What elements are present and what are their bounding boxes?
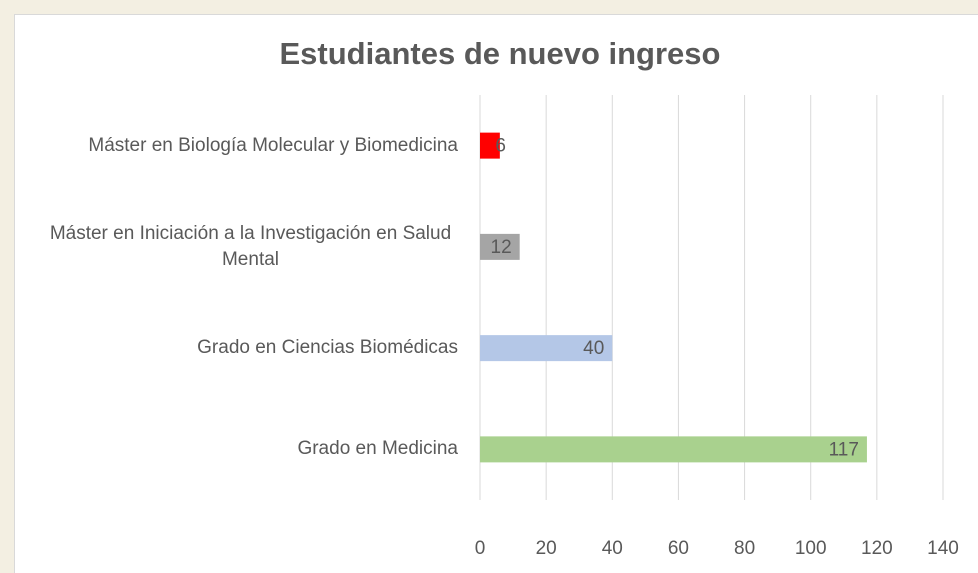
x-tick-label: 120: [861, 538, 893, 559]
chart-title: Estudiantes de nuevo ingreso: [280, 36, 721, 71]
x-tick-label: 20: [536, 538, 557, 559]
x-tick-label: 40: [602, 538, 623, 559]
data-label: 40: [583, 338, 604, 359]
x-tick-label: 60: [668, 538, 689, 559]
category-text: Máster en Iniciación a la Investigación …: [49, 222, 452, 270]
category-label: Grado en Medicina: [297, 436, 458, 462]
data-label: 117: [829, 439, 859, 460]
category-label: Máster en Biología Molecular y Biomedici…: [88, 133, 458, 159]
bar: [480, 233, 520, 260]
x-tick-label: 100: [795, 538, 827, 559]
category-text: Máster en Biología Molecular y Biomedici…: [88, 134, 458, 156]
x-tick-label: 0: [475, 538, 486, 559]
bar: [480, 335, 613, 362]
data-label: 6: [495, 136, 506, 157]
x-tick-label: 140: [927, 538, 959, 559]
x-tick-label: 80: [734, 538, 755, 559]
category-label: Grado en Ciencias Biomédicas: [197, 335, 458, 361]
data-label: 12: [491, 237, 512, 258]
bar: [480, 436, 867, 463]
category-label: Máster en Iniciación a la Investigación …: [43, 221, 458, 273]
category-text: Grado en Medicina: [297, 438, 458, 460]
chart-frame: [14, 14, 978, 573]
bar: [480, 132, 500, 159]
category-text: Grado en Ciencias Biomédicas: [197, 337, 458, 359]
